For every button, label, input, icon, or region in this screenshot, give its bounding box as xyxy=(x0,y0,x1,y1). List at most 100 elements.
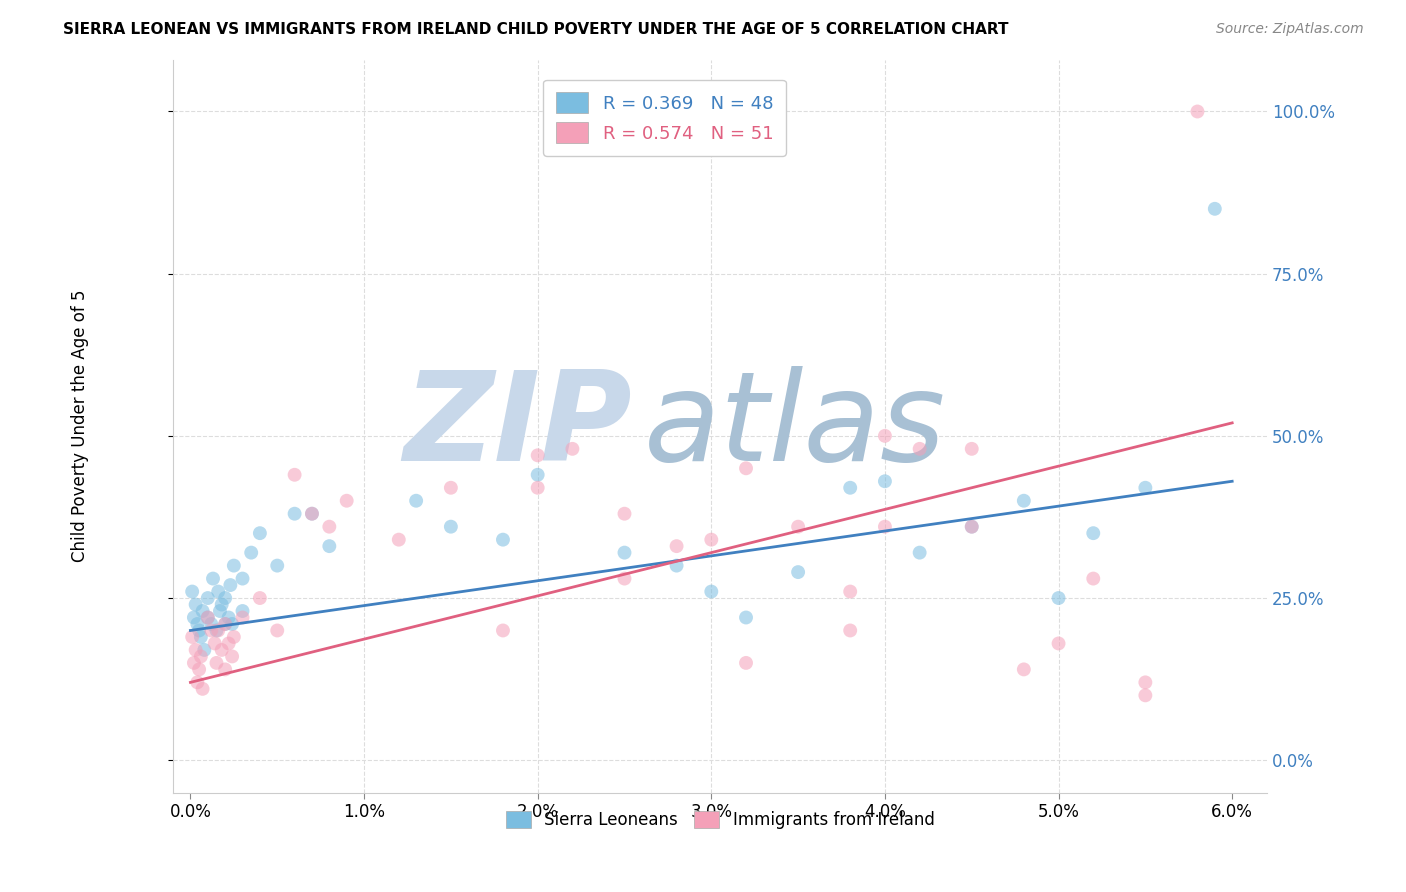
Point xyxy=(960,519,983,533)
Point xyxy=(207,624,229,638)
Point xyxy=(221,617,243,632)
Point xyxy=(1083,526,1105,541)
Legend: Sierra Leoneans, Immigrants from Ireland: Sierra Leoneans, Immigrants from Ireland xyxy=(499,804,941,836)
Point xyxy=(613,507,636,521)
Point xyxy=(249,526,271,541)
Point xyxy=(318,519,340,533)
Point xyxy=(249,591,271,605)
Point xyxy=(197,591,219,605)
Point xyxy=(908,546,931,560)
Point xyxy=(388,533,411,547)
Point xyxy=(222,558,245,573)
Point xyxy=(208,604,231,618)
Y-axis label: Child Poverty Under the Age of 5: Child Poverty Under the Age of 5 xyxy=(72,290,89,562)
Point xyxy=(1047,591,1070,605)
Point xyxy=(211,643,233,657)
Point xyxy=(735,610,758,624)
Point xyxy=(613,546,636,560)
Point xyxy=(231,572,253,586)
Point xyxy=(665,539,688,553)
Point xyxy=(197,610,219,624)
Point xyxy=(908,442,931,456)
Point xyxy=(186,617,208,632)
Point xyxy=(526,467,548,482)
Point xyxy=(266,624,288,638)
Point xyxy=(231,610,253,624)
Point xyxy=(193,643,215,657)
Point xyxy=(1012,493,1035,508)
Point xyxy=(191,681,214,696)
Point xyxy=(613,572,636,586)
Point xyxy=(336,493,359,508)
Point xyxy=(960,442,983,456)
Point xyxy=(526,448,548,462)
Point xyxy=(700,584,723,599)
Point xyxy=(301,507,323,521)
Point xyxy=(183,656,205,670)
Point xyxy=(211,598,233,612)
Point xyxy=(190,630,212,644)
Point xyxy=(218,610,240,624)
Point xyxy=(1012,662,1035,676)
Point xyxy=(188,662,211,676)
Point xyxy=(181,584,204,599)
Point xyxy=(207,584,229,599)
Point xyxy=(318,539,340,553)
Point xyxy=(700,533,723,547)
Point xyxy=(188,624,211,638)
Point xyxy=(873,429,896,443)
Point xyxy=(1083,572,1105,586)
Point xyxy=(1135,675,1157,690)
Point xyxy=(190,649,212,664)
Point xyxy=(219,578,242,592)
Point xyxy=(181,630,204,644)
Point xyxy=(266,558,288,573)
Point xyxy=(665,558,688,573)
Point xyxy=(1135,481,1157,495)
Point xyxy=(1187,104,1209,119)
Point xyxy=(197,610,219,624)
Point xyxy=(960,519,983,533)
Point xyxy=(183,610,205,624)
Point xyxy=(301,507,323,521)
Point xyxy=(200,624,222,638)
Point xyxy=(231,604,253,618)
Point xyxy=(561,442,583,456)
Point xyxy=(191,604,214,618)
Point xyxy=(1047,636,1070,650)
Point xyxy=(214,617,236,632)
Point xyxy=(218,636,240,650)
Point xyxy=(1135,689,1157,703)
Point xyxy=(205,624,228,638)
Point xyxy=(787,519,810,533)
Point xyxy=(1204,202,1226,216)
Text: ZIP: ZIP xyxy=(404,366,633,487)
Point xyxy=(839,584,862,599)
Point xyxy=(201,572,224,586)
Point xyxy=(214,617,236,632)
Text: atlas: atlas xyxy=(644,366,946,487)
Point xyxy=(205,656,228,670)
Point xyxy=(405,493,427,508)
Point xyxy=(284,507,307,521)
Point xyxy=(873,519,896,533)
Point xyxy=(184,598,207,612)
Point xyxy=(873,475,896,489)
Point xyxy=(221,649,243,664)
Point xyxy=(440,481,463,495)
Text: Source: ZipAtlas.com: Source: ZipAtlas.com xyxy=(1216,22,1364,37)
Point xyxy=(492,624,515,638)
Point xyxy=(839,481,862,495)
Point xyxy=(839,624,862,638)
Point xyxy=(735,656,758,670)
Point xyxy=(200,617,222,632)
Text: SIERRA LEONEAN VS IMMIGRANTS FROM IRELAND CHILD POVERTY UNDER THE AGE OF 5 CORRE: SIERRA LEONEAN VS IMMIGRANTS FROM IRELAN… xyxy=(63,22,1008,37)
Point xyxy=(186,675,208,690)
Point xyxy=(222,630,245,644)
Point xyxy=(526,481,548,495)
Point xyxy=(214,662,236,676)
Point xyxy=(184,643,207,657)
Point xyxy=(204,636,226,650)
Point xyxy=(284,467,307,482)
Point xyxy=(787,565,810,579)
